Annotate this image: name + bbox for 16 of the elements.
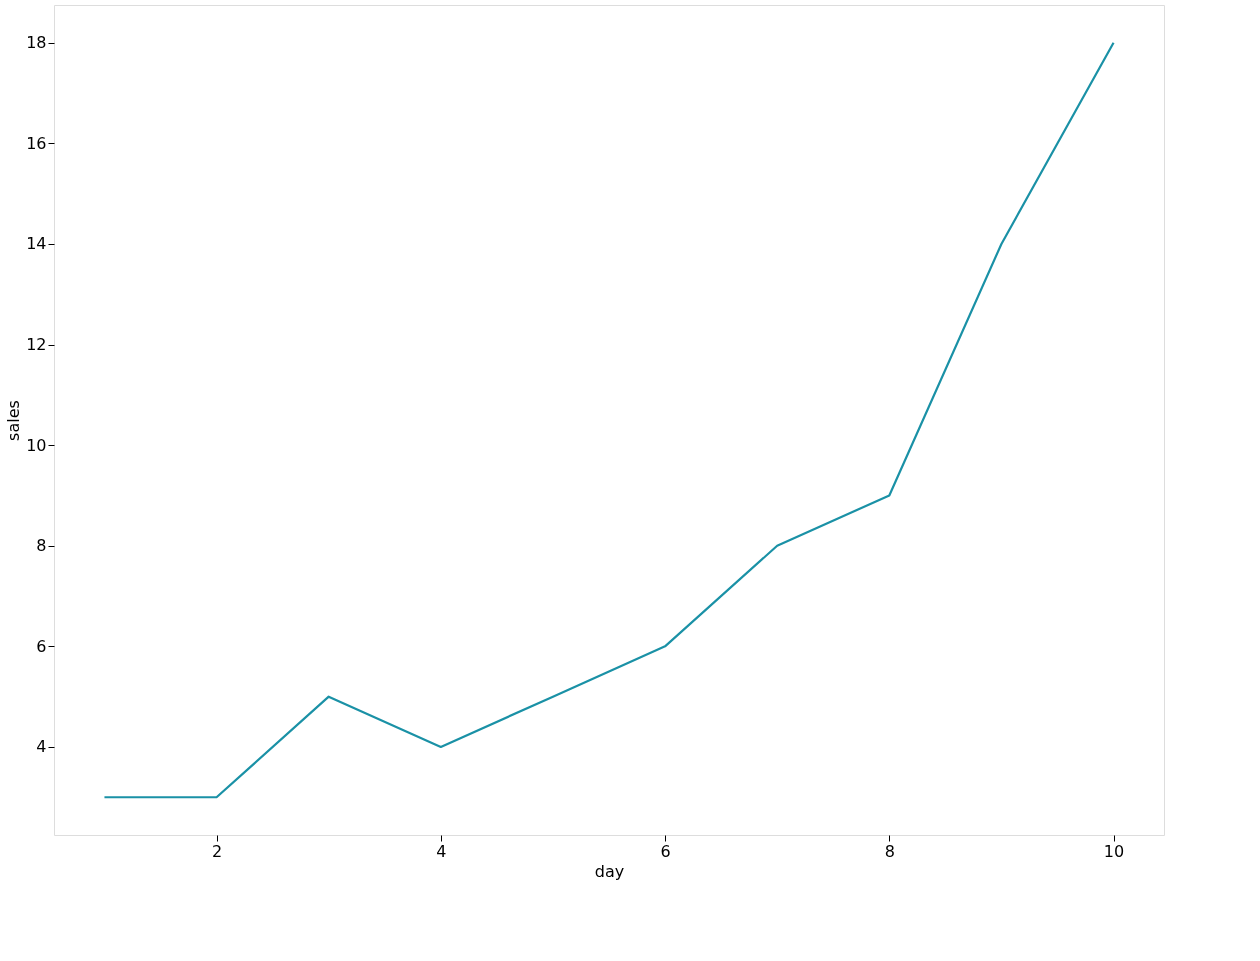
y-tick-label: 4 xyxy=(36,737,47,757)
x-axis-title: day xyxy=(594,861,625,881)
y-tick-label: 18 xyxy=(26,33,47,53)
y-tick-label: 12 xyxy=(26,335,47,355)
x-tick-label: 8 xyxy=(884,841,895,861)
x-tick-label: 6 xyxy=(660,841,671,861)
y-tick-label: 14 xyxy=(26,234,47,254)
y-tick-label: 16 xyxy=(26,133,47,153)
y-tick-label: 10 xyxy=(26,435,47,455)
x-tick-label: 4 xyxy=(436,841,447,861)
x-tick-label: 2 xyxy=(211,841,223,861)
y-tick-label: 6 xyxy=(36,636,47,656)
y-tick-label: 8 xyxy=(36,536,47,556)
line-series xyxy=(103,41,1115,799)
x-tick-label: 10 xyxy=(1103,841,1125,861)
y-axis-title: sales xyxy=(4,400,24,441)
